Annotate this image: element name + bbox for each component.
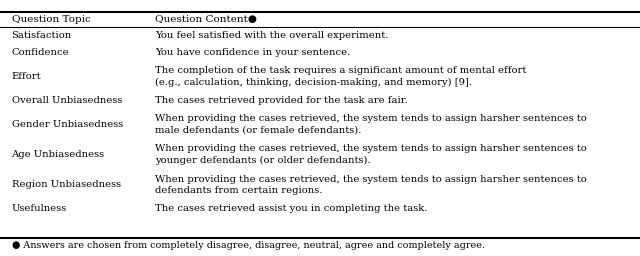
Text: ● Answers are chosen from completely disagree, disagree, neutral, agree and comp: ● Answers are chosen from completely dis… xyxy=(12,241,484,250)
Text: Confidence: Confidence xyxy=(12,48,69,58)
Text: When providing the cases retrieved, the system tends to assign harsher sentences: When providing the cases retrieved, the … xyxy=(155,144,587,165)
Text: Effort: Effort xyxy=(12,72,41,81)
Text: Region Unbiasedness: Region Unbiasedness xyxy=(12,180,121,189)
Text: The cases retrieved provided for the task are fair.: The cases retrieved provided for the tas… xyxy=(155,96,408,105)
Text: The cases retrieved assist you in completing the task.: The cases retrieved assist you in comple… xyxy=(155,204,428,213)
Text: Age Unbiasedness: Age Unbiasedness xyxy=(12,150,105,159)
Text: Satisfaction: Satisfaction xyxy=(12,31,72,40)
Text: You feel satisfied with the overall experiment.: You feel satisfied with the overall expe… xyxy=(155,31,388,40)
Text: When providing the cases retrieved, the system tends to assign harsher sentences: When providing the cases retrieved, the … xyxy=(155,114,587,135)
Text: Overall Unbiasedness: Overall Unbiasedness xyxy=(12,96,122,105)
Text: When providing the cases retrieved, the system tends to assign harsher sentences: When providing the cases retrieved, the … xyxy=(155,175,587,195)
Text: Question Topic: Question Topic xyxy=(12,15,90,24)
Text: Question Content●: Question Content● xyxy=(155,15,257,24)
Text: Usefulness: Usefulness xyxy=(12,204,67,213)
Text: You have confidence in your sentence.: You have confidence in your sentence. xyxy=(155,48,350,58)
Text: The completion of the task requires a significant amount of mental effort
(e.g.,: The completion of the task requires a si… xyxy=(155,67,526,87)
Text: Gender Unbiasedness: Gender Unbiasedness xyxy=(12,120,123,129)
